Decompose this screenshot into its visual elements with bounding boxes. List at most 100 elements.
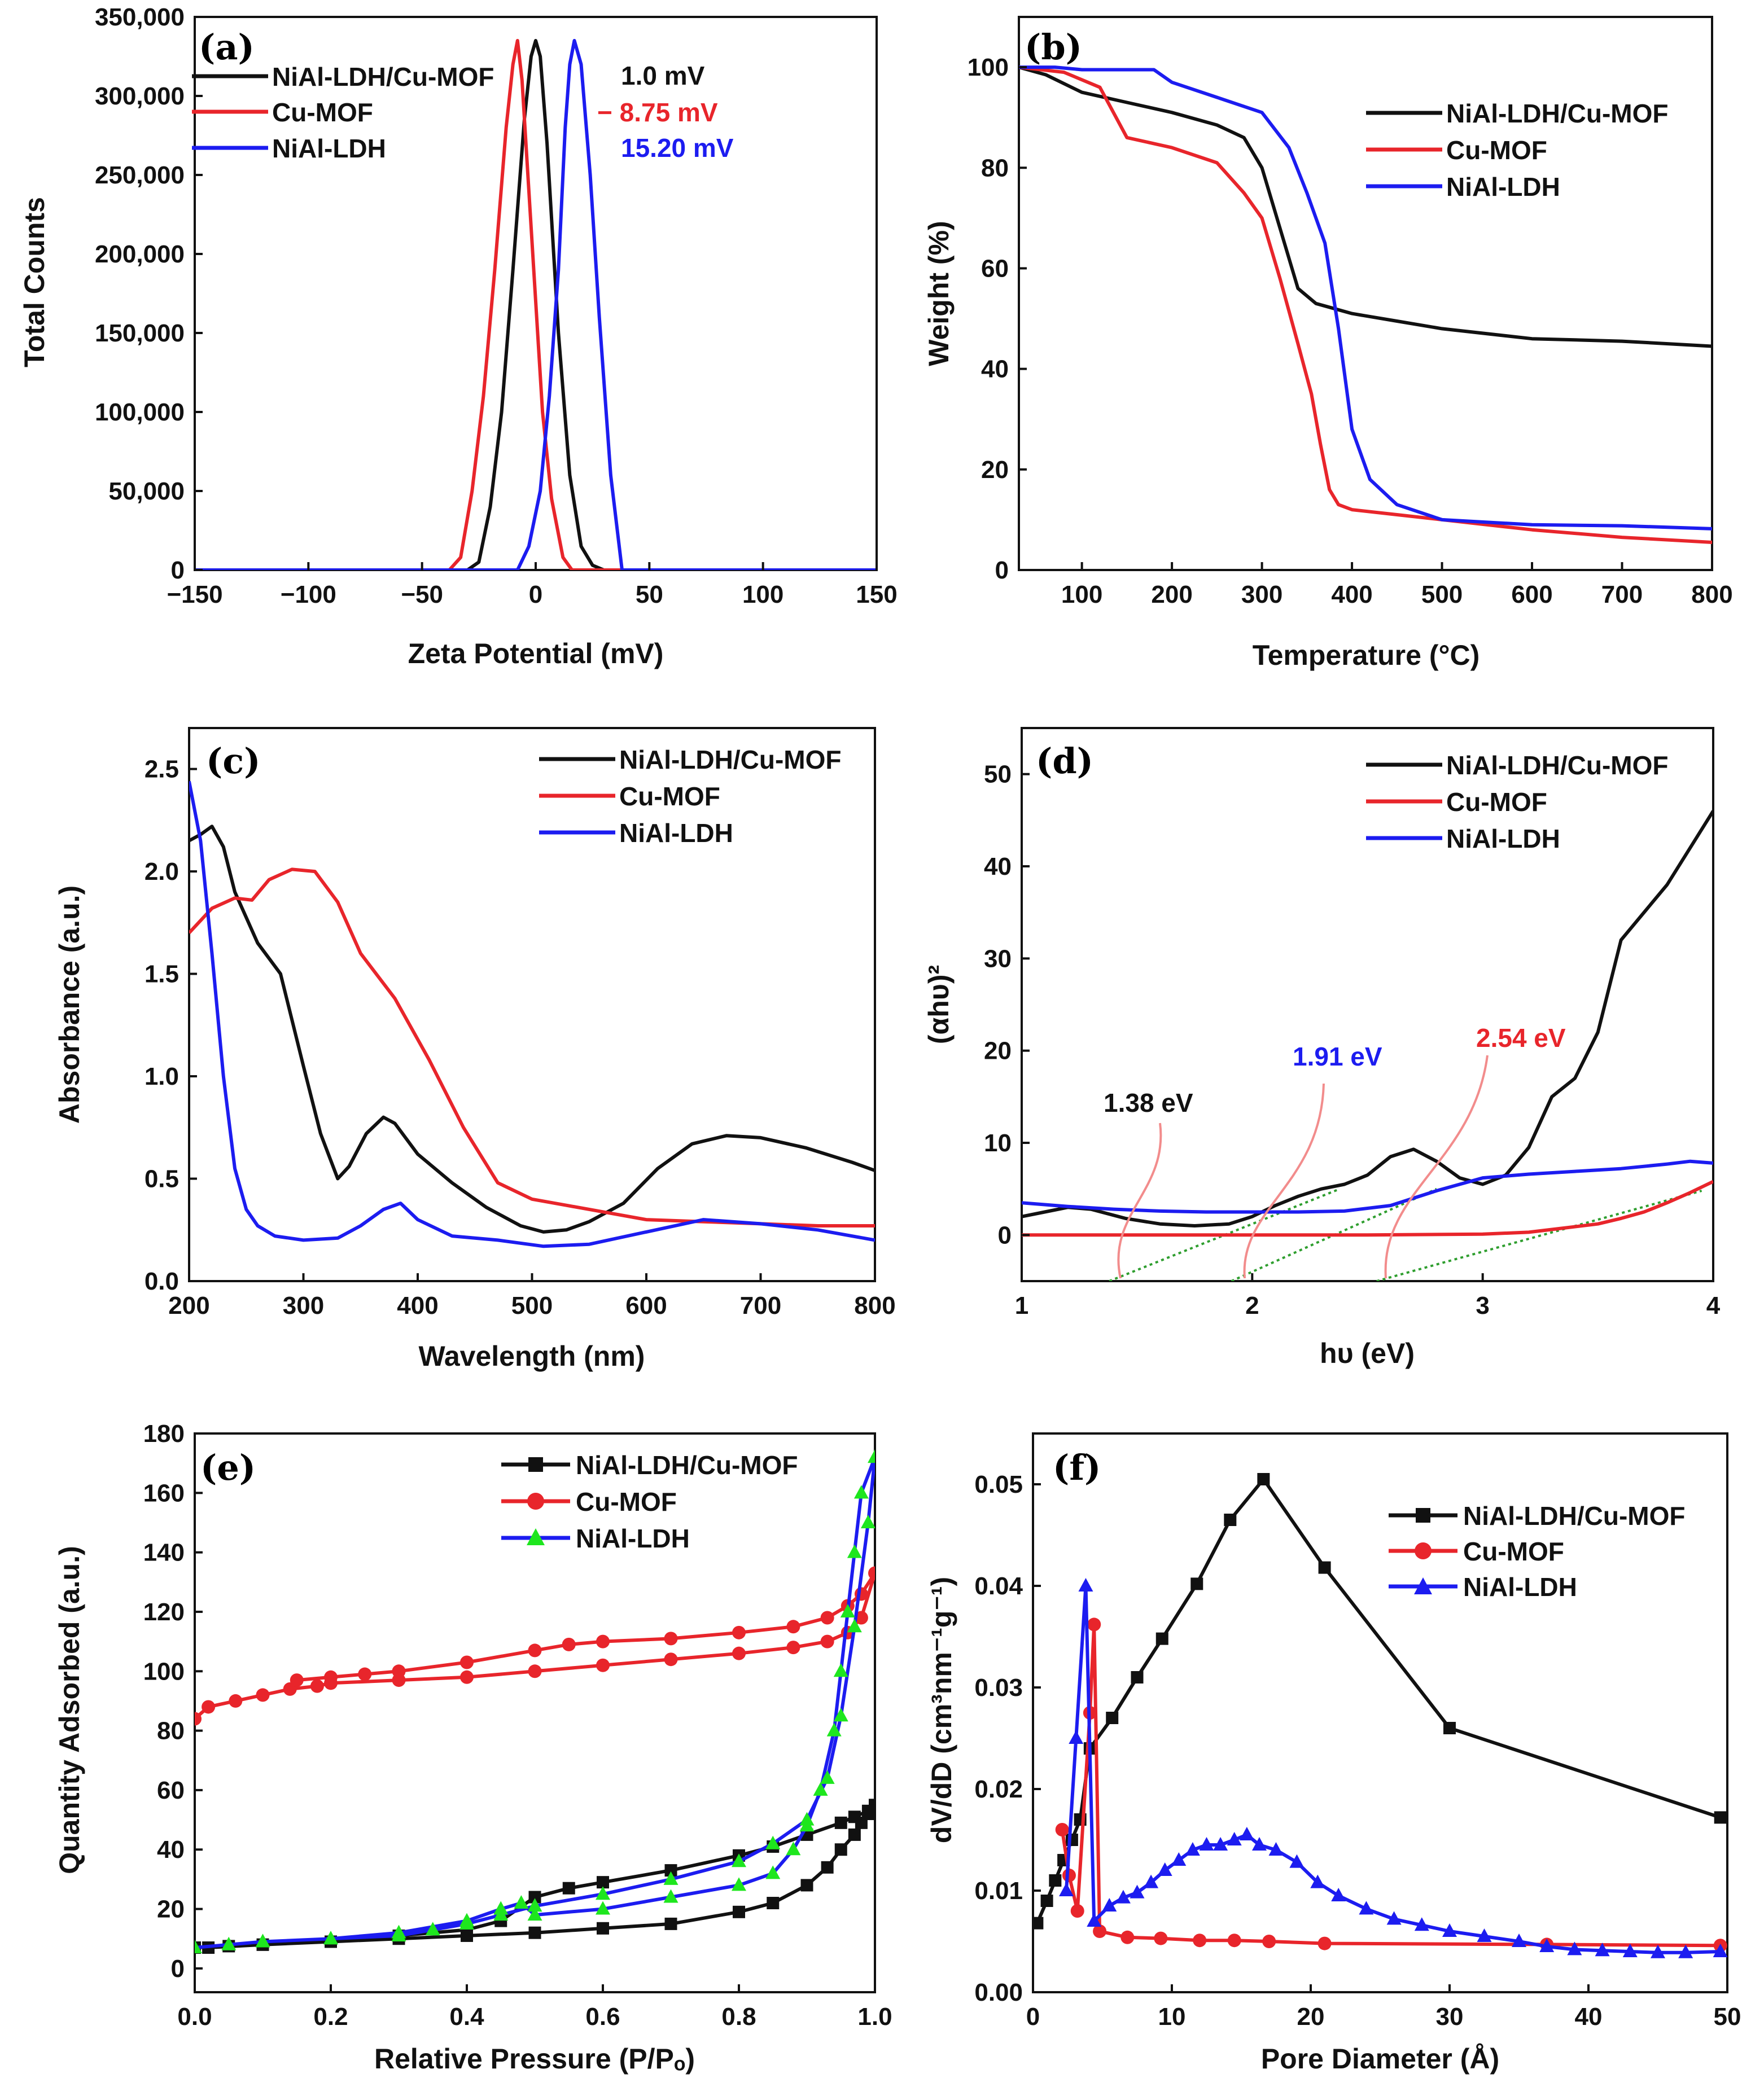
ytick-label: 20 <box>984 1037 1012 1065</box>
legend-marker-triangle <box>527 1528 545 1545</box>
data-point-nial-ldh <box>1331 1888 1346 1901</box>
legend-marker-circle <box>527 1493 544 1510</box>
data-point-nial-ldh <box>1130 1884 1145 1899</box>
panel-b-ticks: 100 200 300 400 500 600 700 800 0 20 40 60 80 100 <box>968 54 1733 608</box>
data-point-cu-mof <box>528 1643 542 1658</box>
xtick-label: 2 <box>1245 1292 1259 1319</box>
ann-bandgap-nial: 1.91 eV <box>1293 1042 1382 1071</box>
series-line-nial-ldh <box>1022 1159 1713 1214</box>
panel-b-legend: NiAl-LDH/Cu-MOF Cu-MOF NiAl-LDH <box>1366 99 1668 201</box>
ytick-label: 100,000 <box>95 398 185 426</box>
series-line-nial-ldh-cu-mof <box>195 39 877 570</box>
data-point-nial-ldh <box>732 1853 746 1867</box>
series-line-nial-ldh <box>195 1455 875 1949</box>
panel-c-xlabel: Wavelength (nm) <box>419 1340 645 1372</box>
data-point-nial-ldh-cu-mof <box>1318 1561 1331 1574</box>
xtick-label: 0.6 <box>585 2003 620 2031</box>
panel-d-marks <box>1022 810 1713 1281</box>
data-point-cu-mof <box>1093 1924 1107 1938</box>
xtick-label: −150 <box>167 581 222 608</box>
legend-nial: NiAl-LDH <box>576 1524 690 1553</box>
data-point-nial-ldh <box>833 1663 848 1677</box>
panel-f-xlabel: Pore Diameter (Å) <box>1261 2043 1499 2075</box>
data-point-nial-ldh <box>391 1924 406 1939</box>
legend-nial-cumof: NiAl-LDH/Cu-MOF <box>272 62 494 91</box>
data-point-nial-ldh <box>663 1871 679 1885</box>
legend-nial-cumof: NiAl-LDH/Cu-MOF <box>1446 99 1668 128</box>
xtick-label: 400 <box>397 1292 438 1319</box>
ytick-label: 0.0 <box>145 1268 179 1295</box>
ytick-label: 0 <box>995 556 1009 584</box>
callout-line-3 <box>1384 1055 1489 1279</box>
data-point-nial-ldh-cu-mof <box>597 1876 609 1889</box>
data-point-nial-ldh <box>1213 1837 1228 1851</box>
ytick-label: 50,000 <box>108 477 185 505</box>
data-point-nial-ldh-cu-mof <box>848 1828 861 1841</box>
data-point-nial-ldh <box>813 1782 828 1796</box>
ytick-label: 120 <box>143 1598 185 1626</box>
ytick-label: 0.03 <box>974 1674 1023 1702</box>
data-point-cu-mof <box>1193 1934 1207 1948</box>
data-point-nial-ldh-cu-mof <box>1714 1811 1727 1824</box>
ytick-label: 80 <box>981 154 1009 182</box>
ytick-label: 20 <box>981 456 1009 484</box>
ann-bandgap-composite: 1.38 eV <box>1104 1088 1193 1117</box>
panel-e-legend: NiAl-LDH/Cu-MOF Cu-MOF NiAl-LDH <box>501 1450 798 1553</box>
ytick-label: 0.00 <box>974 1979 1023 2006</box>
data-point-cu-mof <box>1317 1936 1332 1950</box>
xtick-label: 0.4 <box>449 2003 484 2031</box>
series-line-cu-mof <box>1022 1180 1713 1237</box>
data-point-cu-mof <box>732 1625 746 1639</box>
panel-e-label: (e) <box>200 1447 256 1488</box>
legend-cumof: Cu-MOF <box>1446 135 1547 165</box>
series-line-cu-mof <box>195 39 877 570</box>
xtick-label: −100 <box>281 581 336 608</box>
ytick-label: 0 <box>171 556 185 584</box>
legend-marker-square <box>1416 1508 1430 1523</box>
data-point-nial-ldh <box>786 1842 801 1856</box>
xtick-label: 200 <box>1151 581 1192 608</box>
xtick-label: 10 <box>1158 2003 1186 2031</box>
data-point-nial-ldh <box>1310 1874 1325 1888</box>
ann-zeta-nial: 15.20 mV <box>621 133 734 163</box>
data-point-nial-ldh <box>1539 1939 1555 1952</box>
data-point-nial-ldh <box>833 1708 848 1722</box>
panel-c-marks <box>189 781 875 1248</box>
data-point-cu-mof <box>324 1670 338 1684</box>
data-point-nial-ldh-cu-mof <box>562 1882 575 1895</box>
data-point-nial-ldh-cu-mof <box>664 1917 677 1930</box>
ytick-label: 200,000 <box>95 240 185 268</box>
xtick-label: 400 <box>1331 581 1372 608</box>
legend-nial-cumof: NiAl-LDH/Cu-MOF <box>1463 1501 1685 1531</box>
panel-b-marks <box>1019 65 1712 544</box>
ytick-label: 100 <box>968 54 1009 81</box>
data-point-cu-mof <box>786 1620 800 1634</box>
xtick-label: 500 <box>511 1292 553 1319</box>
ytick-label: 180 <box>143 1420 185 1448</box>
xtick-label: 600 <box>625 1292 667 1319</box>
data-point-nial-ldh-cu-mof <box>1106 1712 1119 1724</box>
data-point-cu-mof <box>1154 1931 1168 1945</box>
series-line-nial-ldh <box>195 39 877 570</box>
panel-b-label: (b) <box>1025 27 1082 68</box>
panel-c-ylabel: Absorbance (a.u.) <box>54 885 85 1124</box>
xtick-label: 50 <box>636 581 663 608</box>
panel-d-frame <box>1021 727 1714 1282</box>
series-line-nial-ldh-cu-mof <box>1022 810 1713 1227</box>
data-point-cu-mof <box>732 1646 746 1660</box>
xtick-label: 300 <box>283 1292 324 1319</box>
ytick-label: 80 <box>157 1717 185 1745</box>
xtick-label: 4 <box>1706 1292 1721 1319</box>
xtick-label: 800 <box>1691 581 1732 608</box>
data-point-nial-ldh <box>826 1722 842 1737</box>
series-line-cu-mof <box>1060 1623 1721 1948</box>
panel-e-marks <box>195 1449 875 1954</box>
legend-nial: NiAl-LDH <box>619 818 733 848</box>
panel-f-legend: NiAl-LDH/Cu-MOF Cu-MOF NiAl-LDH <box>1389 1501 1685 1602</box>
panel-d-ylabel: (αhυ)² <box>923 965 955 1044</box>
ytick-label: 350,000 <box>95 3 185 31</box>
data-point-nial-ldh-cu-mof <box>528 1926 541 1939</box>
data-point-nial-ldh <box>1199 1837 1214 1851</box>
xtick-label: 500 <box>1421 581 1463 608</box>
data-point-nial-ldh <box>1442 1923 1457 1937</box>
